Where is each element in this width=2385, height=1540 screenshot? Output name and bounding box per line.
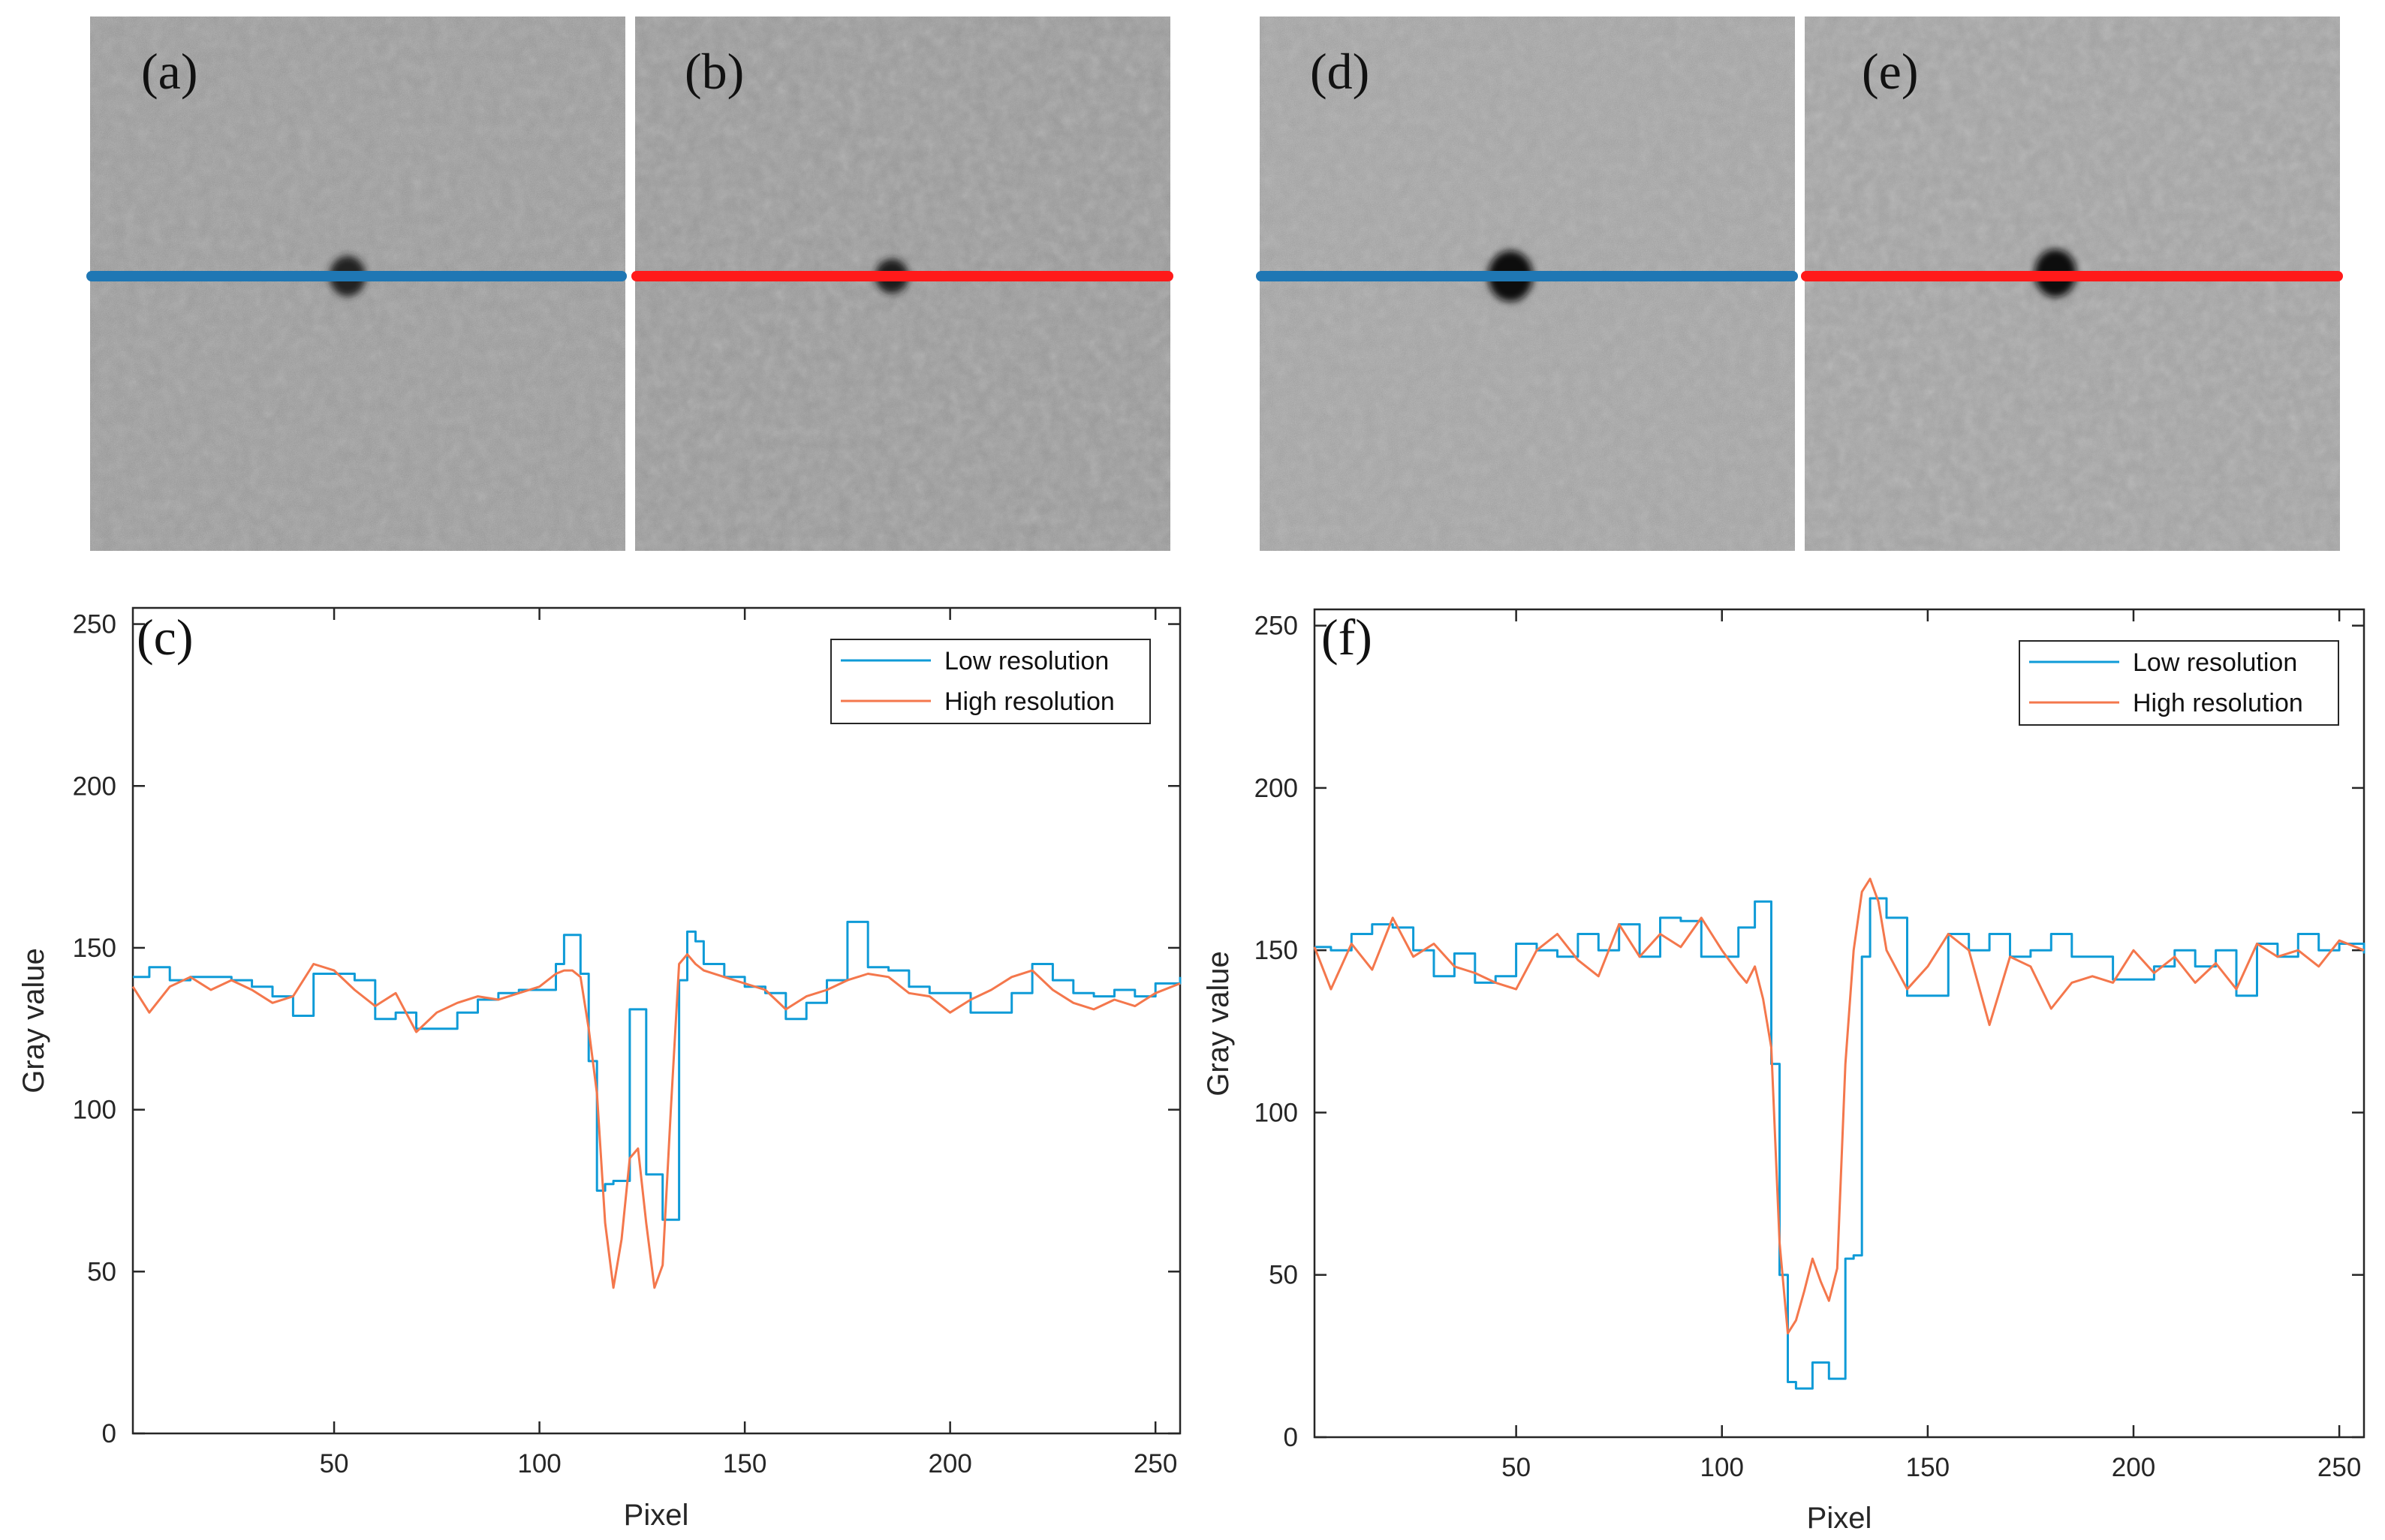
plot-c-y-tick-label: 250 <box>73 610 116 639</box>
image-panels: (a) (b) (d) <box>86 17 2343 551</box>
plot-c-lines <box>131 920 1182 1289</box>
plot-c-legend: Low resolution High resolution <box>830 639 1151 724</box>
plot-c-y-tick-label: 200 <box>73 772 116 801</box>
plot-f-axes-box <box>1313 608 2365 1439</box>
plot-f-y-tick-label: 0 <box>1284 1423 1298 1452</box>
panel-letter-f: (f) <box>1321 609 1372 666</box>
plot-f-x-axis-label: Pixel <box>1807 1502 1872 1535</box>
plot-c-series-low-resolution <box>133 920 1182 1221</box>
plot-c-series-high-resolution <box>131 953 1181 1289</box>
plot-f-legend-low-label: Low resolution <box>2133 648 2297 677</box>
plot-c-axes-box <box>131 606 1182 1435</box>
plot-f-x-tick-label: 150 <box>1906 1453 1950 1482</box>
plot-c-y-tick-label: 150 <box>73 934 116 963</box>
plot-c-ticks: 50 100 150 200 250 0 50 100 150 200 250 <box>73 608 1180 1478</box>
plot-c-x-tick-label: 100 <box>517 1449 561 1478</box>
image-panel-b: (b) <box>631 17 1173 551</box>
plot-c-y-tick-label: 0 <box>102 1419 116 1448</box>
plot-f-x-tick-label: 200 <box>2112 1453 2155 1482</box>
panel-letter-d: (d) <box>1310 43 1369 100</box>
plot-f-y-axis-label: Gray value <box>1202 951 1235 1096</box>
plot-c-x-tick-label: 250 <box>1134 1449 1177 1478</box>
image-panel-d: (d) <box>1256 17 1798 551</box>
plot-f-y-tick-label: 100 <box>1254 1098 1298 1127</box>
plot-f-legend: Low resolution High resolution <box>2019 640 2339 726</box>
plot-f-series-high-resolution <box>1313 877 2365 1335</box>
plot-c-x-tick-label: 50 <box>320 1449 349 1478</box>
plot-c-x-tick-label: 200 <box>928 1449 971 1478</box>
image-panel-e: (e) <box>1801 17 2343 551</box>
panel-letter-e: (e) <box>1862 43 1918 100</box>
plot-f-x-tick-label: 100 <box>1700 1453 1744 1482</box>
plot-f-y-tick-label: 50 <box>1269 1261 1298 1290</box>
plot-f-y-tick-label: 150 <box>1254 936 1298 965</box>
plot-c-legend-low-label: Low resolution <box>944 647 1109 675</box>
plot-f-x-tick-label: 250 <box>2317 1453 2361 1482</box>
plot-f-legend-high-label: High resolution <box>2133 689 2303 717</box>
plot-f-y-tick-label: 200 <box>1254 774 1298 803</box>
plot-f-y-tick-label: 250 <box>1254 612 1298 641</box>
panel-letter-a: (a) <box>141 43 197 100</box>
plot-c-y-axis-label: Gray value <box>17 948 50 1093</box>
plot-c-y-tick-label: 100 <box>73 1096 116 1125</box>
plot-c-x-axis-label: Pixel <box>624 1499 689 1532</box>
plot-f-lines <box>1313 877 2365 1390</box>
panel-letter-b: (b) <box>685 43 744 100</box>
plot-c-y-tick-label: 50 <box>87 1257 116 1286</box>
plot-f-x-tick-label: 50 <box>1501 1453 1531 1482</box>
plot-f-series-low-resolution <box>1314 897 2365 1390</box>
plot-f-legend-box <box>2019 640 2339 726</box>
panel-letter-c: (c) <box>137 609 193 666</box>
image-panel-a: (a) <box>86 17 627 551</box>
plot-c-legend-high-label: High resolution <box>944 687 1115 716</box>
plot-c-x-tick-label: 150 <box>723 1449 766 1478</box>
plot-c-legend-box <box>830 639 1151 724</box>
